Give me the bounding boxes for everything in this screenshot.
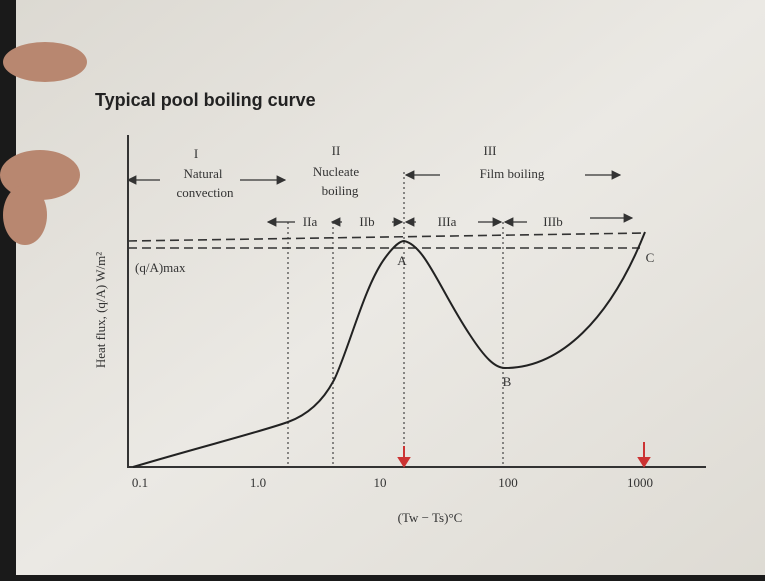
x-tick-label: 10 [374, 475, 387, 490]
slide-photo: Typical pool boiling curve I Natural con… [0, 0, 765, 581]
region-numeral: III [484, 143, 497, 158]
point-label: C [646, 250, 655, 265]
y-axis-label: Heat flux, (q/A) W/m² [93, 252, 108, 368]
x-tick-label: 100 [498, 475, 518, 490]
subregion-label: IIa [303, 214, 318, 229]
x-tick-label: 0.1 [132, 475, 148, 490]
region-label: boiling [322, 183, 359, 198]
x-tick-label: 1000 [627, 475, 653, 490]
point-label: B [503, 374, 512, 389]
region-label: Natural [184, 166, 223, 181]
region-label: Nucleate [313, 164, 359, 179]
region-label: convection [176, 185, 234, 200]
title: Typical pool boiling curve [95, 90, 316, 110]
region-label: Film boiling [480, 166, 545, 181]
x-tick-label: 1.0 [250, 475, 266, 490]
x-axis-label: (Tw − Ts)°C [398, 510, 463, 525]
max-flux-label: (q/A)max [135, 260, 186, 275]
subregion-label: IIb [359, 214, 374, 229]
point-label: A [397, 253, 407, 268]
region-numeral: I [194, 146, 198, 161]
region-numeral: II [332, 143, 341, 158]
subregion-label: IIIa [438, 214, 457, 229]
subregion-label: IIIb [543, 214, 563, 229]
